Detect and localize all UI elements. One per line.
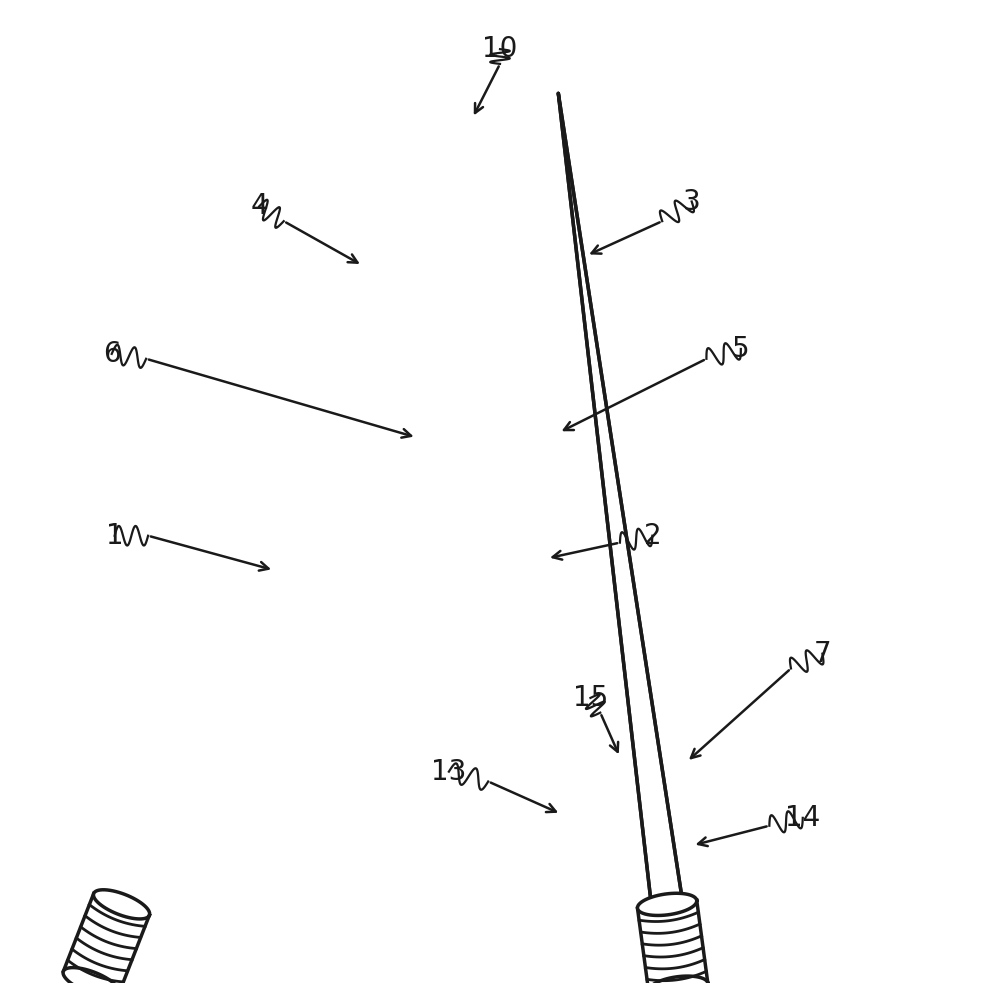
Text: 15: 15: [573, 684, 608, 712]
Text: 3: 3: [683, 188, 701, 215]
Polygon shape: [93, 890, 150, 919]
Text: 13: 13: [431, 758, 467, 785]
Polygon shape: [63, 894, 149, 983]
Text: 7: 7: [814, 640, 831, 667]
Text: 2: 2: [644, 522, 661, 549]
Text: 10: 10: [482, 35, 518, 63]
Text: 4: 4: [250, 193, 268, 220]
Polygon shape: [649, 976, 708, 983]
Text: 6: 6: [103, 340, 121, 368]
Polygon shape: [104, 0, 543, 911]
Text: 14: 14: [785, 804, 820, 832]
Polygon shape: [63, 967, 119, 983]
Text: 5: 5: [732, 335, 750, 363]
Polygon shape: [637, 900, 708, 983]
Text: 1: 1: [106, 522, 123, 549]
Polygon shape: [637, 894, 697, 915]
